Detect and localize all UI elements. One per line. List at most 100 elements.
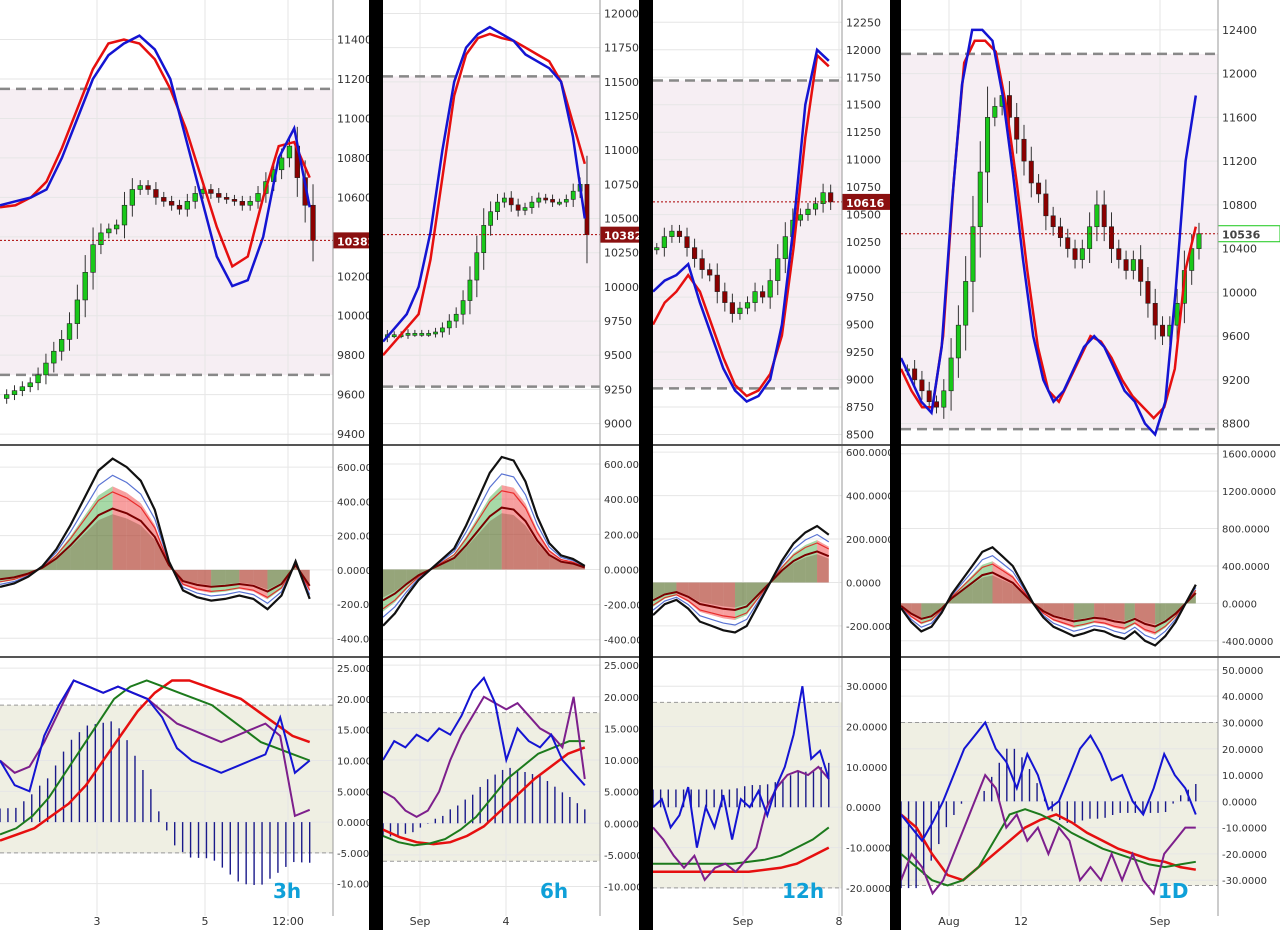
price-axis-tick-label: 10600 (337, 191, 369, 204)
price-red-line (0, 38, 311, 269)
price-blue-line (901, 28, 1198, 437)
price-axis-tick-label: 11000 (604, 144, 639, 157)
price-axis-tick-label: 10400 (1222, 243, 1257, 256)
price-axis-tick-label: 11250 (604, 110, 639, 123)
candle-body (27, 382, 33, 388)
oscillator-axis-tick-label: 0.0000 (846, 803, 881, 814)
chart-panel-12h: 8500875090009250950097501000010250105001… (653, 0, 890, 930)
momentum-secondary-area (126, 518, 141, 570)
oscillator-axis-tick-label: 0.0000 (337, 818, 369, 829)
candle-body (1043, 193, 1049, 217)
momentum-blue-line (653, 533, 830, 626)
momentum-histogram-area (653, 582, 665, 607)
candle-body (1160, 324, 1166, 337)
oscillator-red-line (0, 679, 311, 842)
momentum-secondary-area (1002, 579, 1013, 604)
candle-body (11, 390, 18, 395)
candle-body (405, 333, 411, 336)
candle-body (550, 199, 555, 203)
price-axis-tick-label: 9250 (846, 346, 874, 359)
price-axis-tick-label: 10750 (604, 178, 639, 191)
momentum-secondary-area (466, 534, 478, 570)
candle-body (948, 357, 954, 392)
momentum-axis-tick-label: 600.0000 (846, 448, 890, 459)
momentum-histogram-area (549, 549, 562, 570)
price-pane: 9000 9250 9500 9750 10000 10250 10500 10750 1100… (383, 0, 639, 444)
momentum-histogram-area (793, 545, 806, 583)
momentum-axis-tick-label: 0.0000 (1222, 599, 1257, 610)
momentum-secondary-area (394, 569, 407, 592)
candle-body (926, 390, 932, 403)
time-axis-tick-label: 4 (503, 915, 510, 928)
price-axis-tick-label: 12000 (1222, 68, 1257, 81)
oscillator-axis-tick-label: 5.0000 (337, 787, 369, 798)
momentum-histogram-area (140, 503, 155, 570)
candle-body (168, 201, 175, 206)
momentum-secondary-area (489, 513, 502, 570)
momentum-histogram-area (699, 582, 712, 616)
candle-body (737, 307, 743, 314)
momentum-histogram-area (992, 561, 1003, 604)
momentum-blue-line (383, 473, 586, 618)
candle-body (782, 236, 788, 259)
oscillator-axis-tick-label: 15.0000 (604, 724, 639, 735)
candle-body (310, 204, 316, 241)
oscillator-axis-tick-label: -20.0000 (846, 884, 890, 895)
momentum-histogram-area (1022, 589, 1034, 604)
oscillator-axis-tick-label: 5.0000 (604, 788, 639, 799)
time-axis-tick-label: Sep (1150, 915, 1171, 928)
price-axis-tick-label: 10500 (846, 209, 881, 222)
price-axis-tick-label: 9400 (337, 428, 365, 441)
price-blue-line (0, 34, 311, 288)
momentum-histogram-area (817, 540, 829, 583)
momentum-secondary-area (549, 556, 562, 570)
momentum-secondary-area (154, 539, 169, 570)
momentum-histogram-area (1165, 603, 1176, 628)
candle-body (129, 189, 136, 206)
momentum-histogram-area (1124, 603, 1135, 631)
momentum-histogram-area (688, 582, 700, 612)
price-blue-line (383, 25, 587, 343)
momentum-axis-tick-label: -200.0000 (846, 622, 890, 633)
oscillator-blue-line (383, 675, 586, 786)
momentum-histogram-area (1144, 603, 1156, 635)
price-range-band (383, 76, 600, 387)
current-price-tag-label: 10382 (604, 230, 639, 243)
momentum-secondary-area (951, 591, 962, 604)
momentum-secondary-area (1083, 603, 1095, 619)
momentum-histogram-area (805, 540, 818, 583)
candle-body (1065, 237, 1071, 249)
candle-body (66, 323, 73, 340)
candle-body (1087, 226, 1093, 249)
momentum-secondary-area (225, 569, 240, 585)
price-axis-tick-label: 11000 (846, 154, 881, 167)
momentum-pane: -400.0000 0.0000 400.0000 800.0000 1200.0000… (901, 446, 1276, 656)
candle-body (1130, 259, 1136, 271)
candle-body (35, 374, 41, 384)
candle-body (985, 117, 991, 173)
momentum-pane: -400.0000 -200.0000 0.0000 200.0000 400.0000… (383, 446, 639, 656)
oscillator-axis-tick-label: 20.0000 (337, 695, 369, 706)
price-axis-tick-label: 11750 (846, 71, 881, 84)
price-axis-tick-label: 10000 (846, 264, 881, 277)
momentum-axis-tick-label: -200.0000 (604, 601, 639, 612)
candle-body (286, 145, 293, 159)
momentum-secondary-area (1144, 603, 1156, 625)
momentum-axis-tick-label: 400.0000 (337, 497, 369, 508)
momentum-dark-red-line (901, 571, 1197, 628)
momentum-secondary-area (70, 533, 85, 570)
time-axis-tick-label: 3 (94, 915, 101, 928)
chart-panel-3h: 9400960098001000010200104001060010800110… (0, 0, 369, 930)
momentum-axis-tick-label: -400.0000 (337, 634, 369, 645)
momentum-secondary-area (168, 565, 183, 581)
chart-panel-6h: 9000 9250 9500 9750 10000 10250 10500 10750 1100… (383, 0, 639, 930)
oscillator-axis-tick-label: 25.0000 (337, 664, 369, 675)
price-axis-tick-label: 12000 (604, 7, 639, 20)
momentum-axis-tick-label: -200.0000 (337, 600, 369, 611)
momentum-histogram-area (112, 486, 127, 570)
current-price-tag (842, 193, 890, 210)
oscillator-pane: -20.0000 -10.0000 0.0000 10.0000 20.0000 30.0… (653, 658, 890, 916)
price-axis-tick-label: 10250 (604, 247, 639, 260)
time-axis-tick-label: 12:00 (272, 915, 304, 928)
momentum-secondary-area (42, 559, 57, 570)
